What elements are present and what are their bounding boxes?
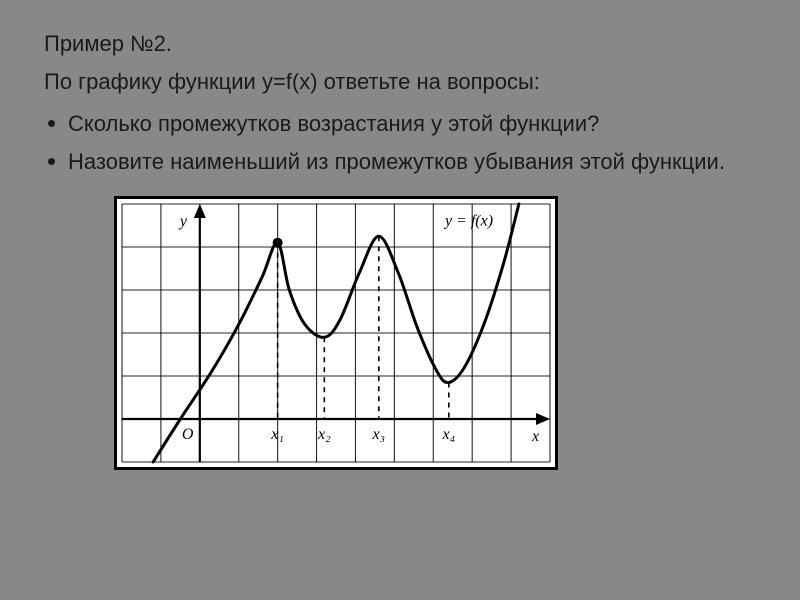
function-graph: Oy x y = f(x) x₁ x₂ x₃ x₄ [114,196,558,470]
svg-text:x₂: x₂ [317,426,331,443]
example-subtitle: По графику функции y=f(x) ответьте на во… [44,66,764,98]
svg-text:O: O [182,426,194,443]
svg-text:x₄: x₄ [442,426,456,443]
svg-text:x₁: x₁ [270,426,284,443]
question-1: Сколько промежутков возрастания у этой ф… [44,108,764,140]
svg-text:x: x [531,428,539,445]
svg-text:y: y [178,213,188,230]
figure-container: Oy x y = f(x) x₁ x₂ x₃ x₄ [44,196,764,470]
example-title: Пример №2. [44,28,764,60]
slide: Пример №2. По графику функции y=f(x) отв… [0,0,800,600]
svg-text:y = f(x): y = f(x) [443,212,493,229]
question-2: Назовите наименьший из промежутков убыва… [44,146,764,178]
svg-text:x₃: x₃ [371,426,385,443]
question-list: Сколько промежутков возрастания у этой ф… [44,108,764,178]
